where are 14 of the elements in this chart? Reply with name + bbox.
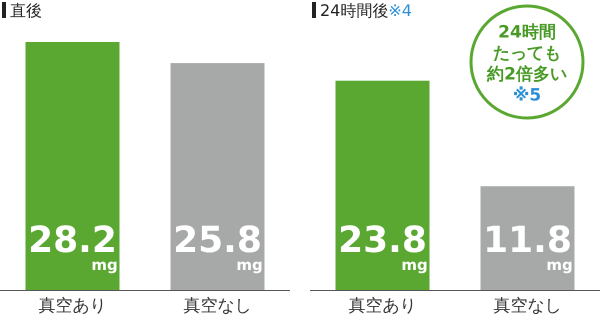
x-tick-label: 真空あり xyxy=(348,296,416,316)
chart-title: 24時間後※4 xyxy=(320,1,412,20)
text: 24時間 xyxy=(498,22,556,42)
annotation: 約2倍多い xyxy=(486,64,567,84)
data-label: 23.8 mg xyxy=(338,220,428,274)
text: たっても xyxy=(493,44,561,64)
data-label: 25.8 mg xyxy=(173,220,263,274)
annotation: ※5 xyxy=(512,86,542,106)
data-label: 11.8 mg xyxy=(483,220,573,274)
x-tick-label: 真空あり xyxy=(38,296,106,316)
x-tick-label: 真空なし xyxy=(184,296,252,316)
chart-title: 直後 xyxy=(10,1,42,20)
data-label: 28.2 mg xyxy=(28,220,118,274)
x-tick-label: 真空なし xyxy=(494,296,562,316)
